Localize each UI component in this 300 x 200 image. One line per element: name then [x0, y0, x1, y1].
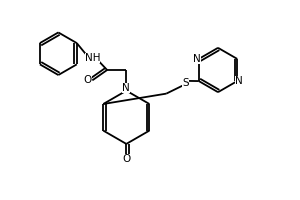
Text: O: O	[122, 154, 130, 164]
Text: N: N	[235, 76, 243, 86]
Text: S: S	[182, 78, 189, 88]
Text: N: N	[194, 54, 201, 64]
Text: O: O	[84, 75, 92, 85]
Text: NH: NH	[85, 53, 100, 63]
Text: N: N	[122, 83, 130, 93]
